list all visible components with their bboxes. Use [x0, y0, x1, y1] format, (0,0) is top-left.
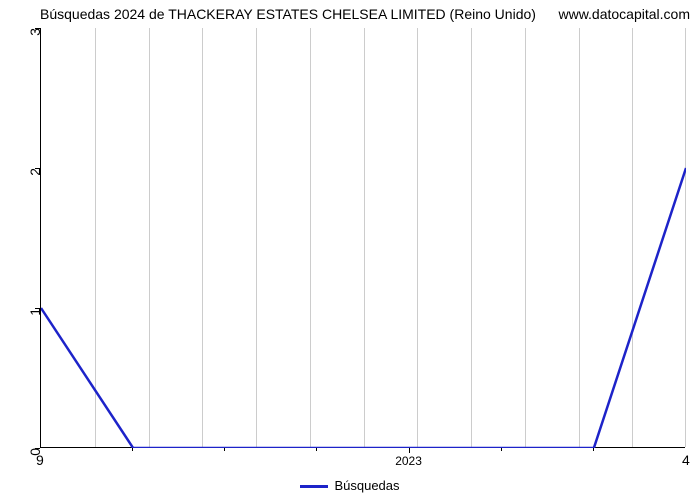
x-minor-tick — [501, 448, 502, 451]
x-minor-tick — [224, 448, 225, 451]
series-line — [41, 168, 686, 448]
plot-area — [40, 28, 685, 448]
x-center-label: 2023 — [395, 454, 422, 468]
legend: Búsquedas — [0, 478, 700, 493]
watermark: www.datocapital.com — [558, 6, 690, 22]
legend-swatch — [300, 485, 328, 488]
x-tick — [409, 448, 410, 453]
x-left-corner: 9 — [36, 452, 44, 468]
x-minor-tick — [132, 448, 133, 451]
y-tickmark — [35, 448, 40, 449]
chart-title: Búsquedas 2024 de THACKERAY ESTATES CHEL… — [40, 6, 536, 22]
legend-label: Búsquedas — [334, 478, 399, 493]
x-minor-tick — [316, 448, 317, 451]
x-right-corner: 4 — [682, 452, 690, 468]
chart-svg — [41, 28, 686, 448]
x-minor-tick — [593, 448, 594, 451]
